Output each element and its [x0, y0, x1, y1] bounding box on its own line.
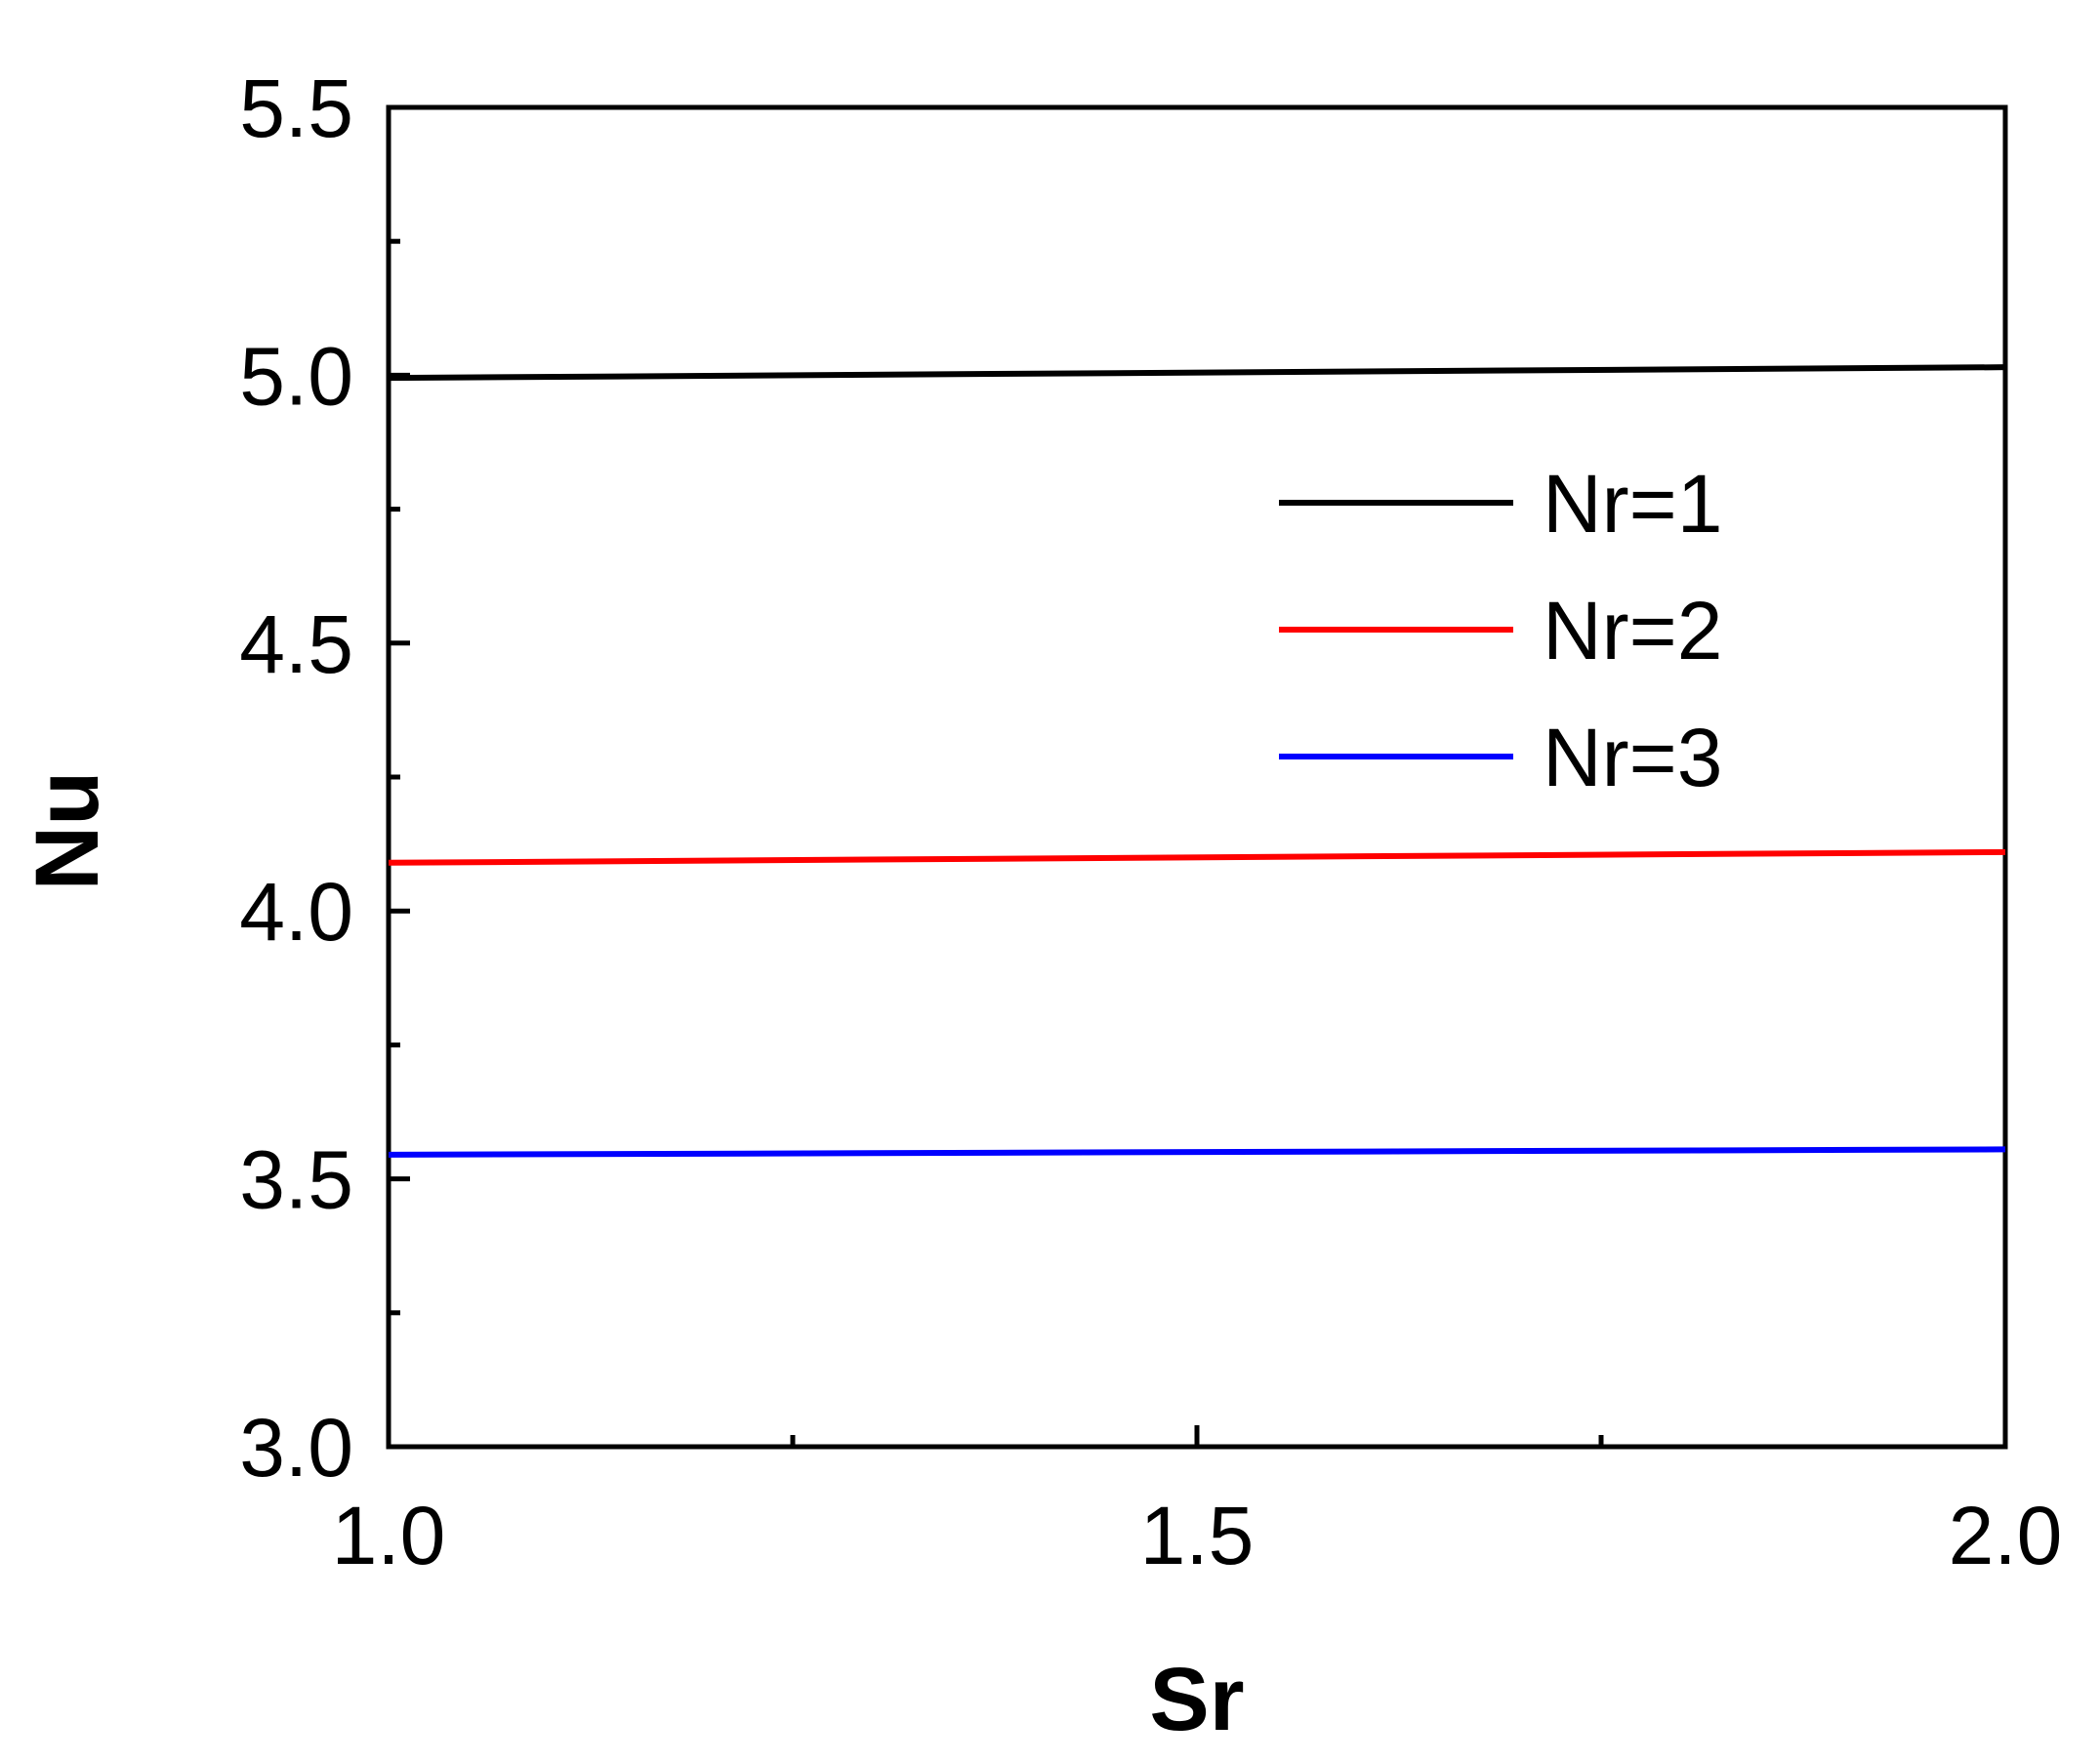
y-tick-label: 3.0 [239, 1402, 353, 1494]
legend-label-3: Nr=3 [1543, 712, 1722, 803]
y-axis-label: Nu [18, 771, 117, 891]
x-tick-label: 1.0 [332, 1490, 446, 1581]
y-tick-label: 5.0 [239, 330, 353, 422]
y-tick-label: 5.5 [239, 62, 353, 154]
y-tick-label: 3.5 [239, 1134, 353, 1226]
y-tick-label: 4.0 [239, 866, 353, 958]
series-line-2 [388, 848, 2006, 866]
legend-label-1: Nr=1 [1543, 458, 1722, 550]
series-line-3 [388, 1146, 2006, 1158]
series-group [388, 364, 2006, 1158]
plot-frame [386, 104, 2008, 1450]
x-tick-label: 2.0 [1949, 1490, 2063, 1581]
legend-label-2: Nr=2 [1543, 585, 1722, 676]
axes: 1.0 1.5 2.0 3.0 3.5 4.0 4.5 5.0 5.5 [239, 62, 2062, 1581]
series-line-1 [388, 364, 2006, 382]
plot-area [386, 104, 2008, 1450]
y-tick-label: 4.5 [239, 598, 353, 690]
legend: Nr=1 Nr=2 Nr=3 [1279, 458, 1722, 803]
x-axis-label: Sr [1149, 1650, 1244, 1749]
x-tick-label: 1.5 [1140, 1490, 1255, 1581]
